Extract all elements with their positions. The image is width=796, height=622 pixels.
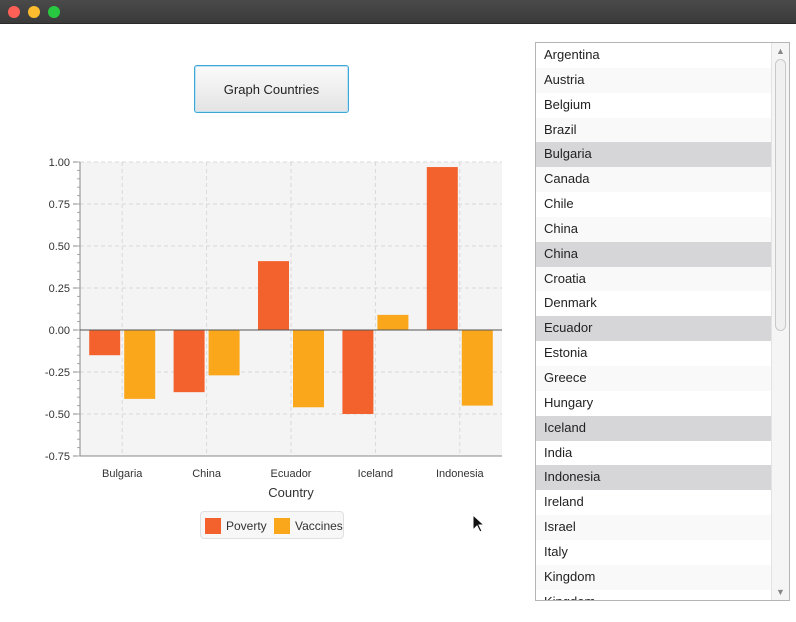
legend-label-poverty: Poverty: [226, 519, 267, 533]
list-item[interactable]: Canada: [536, 167, 772, 193]
bar-poverty-ecuador: [258, 261, 289, 330]
list-item[interactable]: China: [536, 216, 772, 242]
y-tick-label: -0.25: [45, 367, 70, 379]
bar-poverty-bulgaria: [89, 330, 121, 356]
bar-vaccines-ecuador: [293, 330, 324, 408]
y-tick-label: -0.50: [45, 409, 70, 421]
legend-swatch-poverty: [205, 518, 221, 534]
x-tick-label: Iceland: [358, 468, 393, 480]
list-item[interactable]: Italy: [544, 543, 568, 559]
bar-poverty-china: [173, 330, 205, 393]
list-item[interactable]: Chile: [544, 196, 574, 212]
x-tick-label: China: [192, 468, 222, 480]
list-item[interactable]: Denmark: [544, 295, 597, 311]
legend-item-vaccines: Vaccines: [274, 518, 343, 534]
bar-chart: 1.00 0.75 0.50 0.25 0.00 -0.25 -0.50 -0.75 Bulga…: [45, 157, 502, 500]
y-tick-label: 0.75: [49, 199, 70, 211]
list-item[interactable]: India: [544, 444, 573, 460]
x-tick-label: Indonesia: [436, 468, 485, 480]
mouse-pointer-icon: [472, 514, 486, 533]
list-scrollbar[interactable]: ▲ ▼: [771, 43, 789, 600]
list-item[interactable]: Iceland: [536, 415, 772, 441]
y-tick-label: 0.50: [49, 241, 70, 253]
list-item[interactable]: Kingdom: [536, 564, 772, 590]
graph-countries-button[interactable]: Graph Countries: [194, 65, 349, 113]
scroll-up-arrow-icon[interactable]: ▲: [776, 46, 785, 56]
list-item[interactable]: Kingdom: [536, 590, 772, 600]
bar-poverty-iceland: [342, 330, 374, 414]
legend-item-poverty: Poverty: [205, 518, 267, 534]
list-item[interactable]: Hungary: [544, 394, 594, 410]
list-item[interactable]: Argentina: [544, 47, 600, 62]
x-tick-label: Bulgaria: [102, 468, 143, 480]
scroll-down-arrow-icon[interactable]: ▼: [776, 587, 785, 597]
list-item[interactable]: China: [536, 241, 772, 267]
bar-vaccines-iceland: [377, 314, 409, 330]
title-bar: [0, 0, 796, 24]
y-tick-label: 0.00: [49, 325, 70, 337]
list-item[interactable]: Israel: [536, 515, 772, 540]
list-item[interactable]: Ireland: [544, 494, 584, 510]
x-tick-label: Ecuador: [271, 468, 312, 480]
zoom-window-button[interactable]: [48, 6, 60, 18]
list-item[interactable]: Bulgaria: [536, 142, 772, 168]
country-list[interactable]: Argentina Austria Belgium Brazil Bulgaria Can…: [535, 42, 790, 601]
list-item[interactable]: Brazil: [536, 117, 772, 143]
close-window-button[interactable]: [8, 6, 20, 18]
bar-vaccines-china: [208, 330, 240, 376]
list-item[interactable]: Belgium: [544, 96, 591, 112]
chart-legend: Poverty Vaccines: [200, 511, 344, 539]
legend-label-vaccines: Vaccines: [295, 519, 343, 533]
list-item[interactable]: Greece: [536, 365, 772, 391]
scroll-thumb[interactable]: [775, 59, 786, 331]
list-item[interactable]: Indonesia: [536, 465, 772, 491]
y-tick-label: 0.25: [49, 283, 70, 295]
legend-swatch-vaccines: [274, 518, 290, 534]
list-item[interactable]: Austria: [536, 67, 772, 93]
bar-poverty-indonesia: [426, 167, 458, 330]
list-item[interactable]: Croatia: [536, 266, 772, 292]
x-axis-label: Country: [268, 485, 314, 500]
minimize-window-button[interactable]: [28, 6, 40, 18]
y-tick-label: 1.00: [49, 157, 70, 169]
list-item[interactable]: Estonia: [544, 345, 588, 361]
list-item[interactable]: Ecuador: [536, 316, 772, 342]
country-list-rows: Argentina Austria Belgium Brazil Bulgaria Can…: [536, 43, 772, 600]
bar-vaccines-bulgaria: [124, 330, 156, 399]
y-tick-label: -0.75: [45, 451, 70, 463]
bar-vaccines-indonesia: [461, 330, 493, 406]
